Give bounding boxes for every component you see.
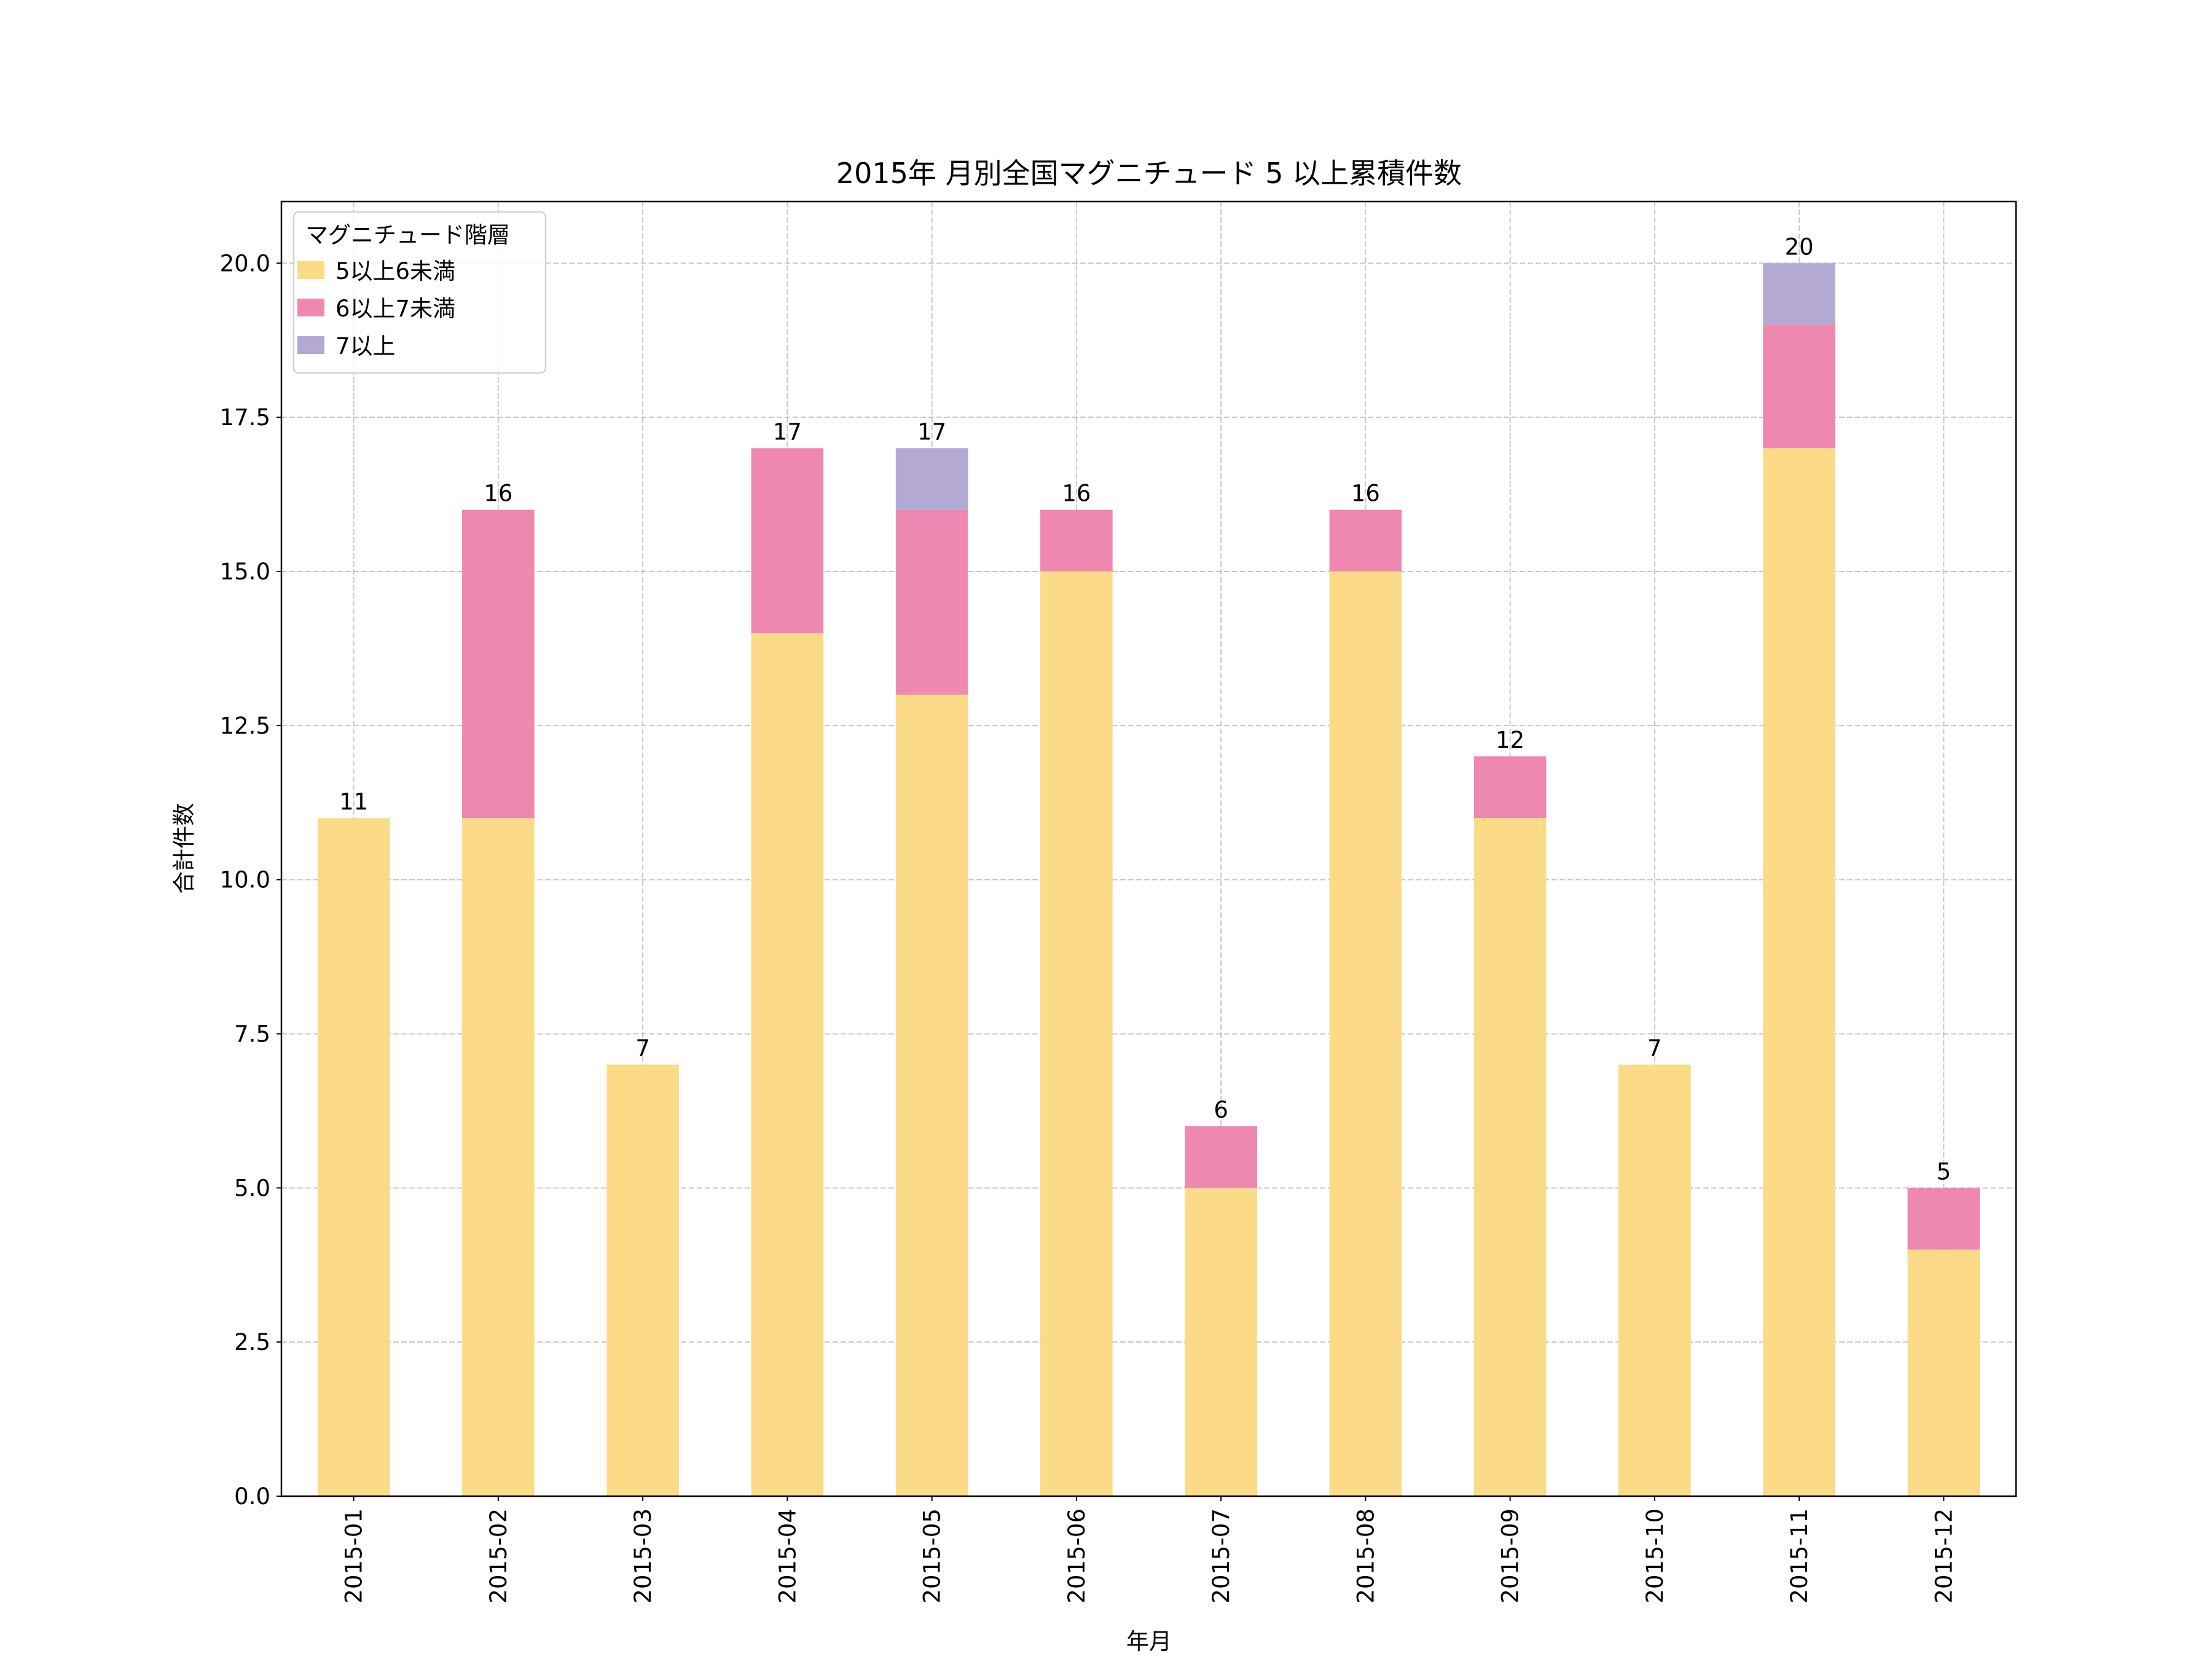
- bar-segment-1: [1040, 571, 1113, 1496]
- total-label: 11: [339, 788, 368, 815]
- bar-segment-2: [1040, 509, 1113, 571]
- total-label: 20: [1785, 233, 1814, 260]
- bars: [317, 263, 1980, 1497]
- x-tick-label: 2015-04: [774, 1508, 801, 1604]
- bar-segment-1: [1473, 818, 1547, 1496]
- y-tick-label: 10.0: [220, 867, 270, 893]
- legend-label-7plus: 7以上: [335, 333, 396, 359]
- bar-segment-2: [1473, 756, 1547, 818]
- x-tick-label: 2015-07: [1208, 1508, 1234, 1604]
- legend-label-5-6: 5以上6未満: [335, 258, 455, 284]
- x-tick-label: 2015-08: [1352, 1508, 1379, 1604]
- chart-title: 2015年 月別全国マグニチュード 5 以上累積件数: [836, 157, 1462, 190]
- total-label: 16: [484, 480, 512, 507]
- y-tick-label: 2.5: [234, 1329, 270, 1355]
- total-label: 17: [773, 418, 802, 445]
- bar-segment-1: [1907, 1249, 1980, 1496]
- bar-segment-1: [317, 818, 390, 1496]
- bar-segment-3: [1763, 263, 1835, 325]
- legend: マグニチュード階層 5以上6未満 6以上7未満 7以上: [292, 211, 547, 374]
- total-label: 6: [1214, 1097, 1228, 1123]
- bar-segment-2: [1329, 509, 1402, 571]
- x-tick-label: 2015-03: [630, 1508, 656, 1604]
- total-label: 17: [917, 418, 946, 445]
- bar-segment-1: [462, 818, 535, 1496]
- bar-segment-1: [1618, 1064, 1691, 1496]
- legend-swatch-5-6: [297, 261, 324, 279]
- y-tick-label: 15.0: [220, 559, 270, 585]
- y-axis-label: 合計件数: [171, 803, 197, 894]
- bar-segment-3: [895, 448, 968, 510]
- bar-segment-2: [462, 509, 535, 818]
- bar-segment-1: [606, 1064, 679, 1496]
- legend-swatch-6-7: [297, 299, 324, 316]
- x-tick-label: 2015-10: [1642, 1508, 1668, 1604]
- total-label: 16: [1351, 480, 1380, 507]
- bar-segment-2: [895, 509, 968, 695]
- bar-segment-2: [1185, 1126, 1257, 1188]
- total-label: 5: [1937, 1158, 1951, 1185]
- grid: [281, 202, 2016, 1497]
- bar-segment-1: [751, 633, 824, 1496]
- x-tick-label: 2015-01: [341, 1508, 367, 1604]
- bar-segment-2: [751, 448, 824, 633]
- x-tick-label: 2015-12: [1931, 1508, 1957, 1604]
- legend-swatch-7plus: [297, 336, 324, 354]
- bar-segment-2: [1763, 324, 1835, 449]
- plot-frame: [280, 200, 2017, 1497]
- total-label: 12: [1496, 727, 1524, 753]
- x-tick-label: 2015-09: [1497, 1508, 1524, 1604]
- bar-segment-1: [1329, 571, 1402, 1496]
- total-label: 16: [1062, 480, 1091, 507]
- y-tick-label: 12.5: [220, 713, 270, 739]
- y-tick-label: 5.0: [234, 1175, 270, 1201]
- bar-segment-1: [1763, 448, 1835, 1497]
- data-labels: 11 16 7 17 17 16 6 16 12 7 20 5: [339, 233, 1951, 1185]
- total-label: 7: [1647, 1035, 1662, 1062]
- bar-segment-1: [895, 694, 968, 1496]
- x-tick-label: 2015-06: [1064, 1508, 1090, 1604]
- bar-segment-1: [1185, 1188, 1257, 1496]
- legend-frame: [292, 211, 547, 374]
- x-tick-label: 2015-05: [919, 1508, 946, 1604]
- x-tick-label: 2015-02: [485, 1508, 512, 1604]
- legend-title: マグニチュード階層: [305, 222, 510, 248]
- total-label: 7: [635, 1035, 650, 1062]
- y-tick-label: 0.0: [234, 1483, 270, 1510]
- x-tick-label: 2015-11: [1786, 1508, 1813, 1604]
- y-axis: 0.0 2.5 5.0 7.5 10.0 12.5 15.0 17.5 20.0: [220, 250, 281, 1510]
- x-axis-label: 年月: [1126, 1628, 1172, 1655]
- x-axis: 2015-01 2015-02 2015-03 2015-04 2015-05 2015-…: [341, 1496, 1957, 1604]
- y-tick-label: 17.5: [220, 404, 270, 431]
- y-tick-label: 20.0: [220, 250, 270, 276]
- bar-segment-2: [1907, 1188, 1980, 1250]
- legend-label-6-7: 6以上7未満: [335, 296, 455, 322]
- y-tick-label: 7.5: [234, 1021, 270, 1048]
